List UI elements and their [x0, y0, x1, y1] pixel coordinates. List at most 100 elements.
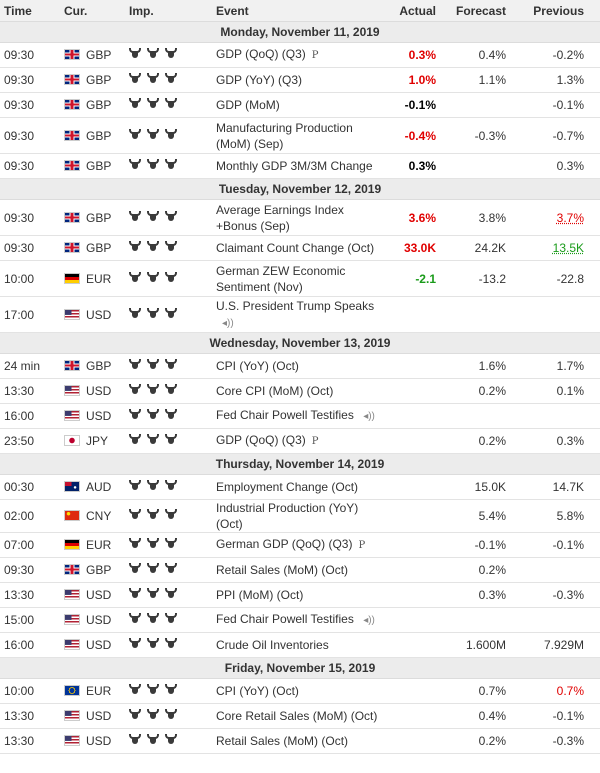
- day-label: Friday, November 15, 2019: [0, 657, 600, 679]
- event-name-cell[interactable]: PPI (MoM) (Oct): [212, 582, 390, 608]
- header-actual[interactable]: Actual: [390, 0, 452, 22]
- header-forecast[interactable]: Forecast: [452, 0, 522, 22]
- event-name[interactable]: CPI (YoY) (Oct): [216, 359, 299, 373]
- event-name[interactable]: GDP (QoQ) (Q3): [216, 433, 306, 447]
- event-row[interactable]: 09:30 GBP Average Earnings Index +Bonus (S…: [0, 199, 600, 236]
- event-row[interactable]: 10:00 EUR German ZEW Economic Sentiment (N…: [0, 260, 600, 297]
- event-name[interactable]: GDP (QoQ) (Q3): [216, 47, 306, 61]
- previous-value[interactable]: 13.5K: [552, 241, 584, 255]
- event-name[interactable]: CPI (YoY) (Oct): [216, 684, 299, 698]
- bull-icon: [165, 128, 177, 141]
- event-name[interactable]: Industrial Production (YoY) (Oct): [216, 501, 359, 531]
- event-name-cell[interactable]: GDP (YoY) (Q3): [212, 67, 390, 93]
- event-name-cell[interactable]: GDP (QoQ) (Q3) P: [212, 42, 390, 68]
- header-importance[interactable]: Imp.: [125, 0, 212, 22]
- event-name-cell[interactable]: Core CPI (MoM) (Oct): [212, 378, 390, 404]
- header-time[interactable]: Time: [0, 0, 60, 22]
- event-name-cell[interactable]: U.S. President Trump Speaks ◂)): [212, 296, 390, 333]
- event-row[interactable]: 09:30 GBP GDP (MoM) -0.1% -0.1%: [0, 92, 600, 118]
- event-name[interactable]: German ZEW Economic Sentiment (Nov): [216, 263, 346, 294]
- preliminary-icon[interactable]: P: [311, 50, 319, 61]
- event-name-cell[interactable]: German ZEW Economic Sentiment (Nov): [212, 260, 390, 297]
- event-row[interactable]: 13:30 USD PPI (MoM) (Oct) 0.3% -0.3%: [0, 582, 600, 608]
- event-name[interactable]: U.S. President Trump Speaks: [216, 298, 375, 313]
- event-name-cell[interactable]: Monthly GDP 3M/3M Change: [212, 153, 390, 179]
- previous-value[interactable]: 3.7%: [556, 210, 584, 225]
- event-name[interactable]: Manufacturing Production (MoM) (Sep): [216, 120, 353, 151]
- bull-icon: [129, 384, 141, 396]
- event-name-cell[interactable]: Manufacturing Production (MoM) (Sep): [212, 117, 390, 154]
- event-name-cell[interactable]: CPI (YoY) (Oct): [212, 678, 390, 704]
- event-name-cell[interactable]: German GDP (QoQ) (Q3) P: [212, 532, 390, 558]
- event-name-cell[interactable]: GDP (QoQ) (Q3) P: [212, 428, 390, 454]
- preliminary-icon[interactable]: P: [358, 540, 366, 551]
- event-name[interactable]: PPI (MoM) (Oct): [216, 588, 304, 602]
- event-name[interactable]: Claimant Count Change (Oct): [216, 241, 375, 255]
- event-row[interactable]: 07:00 EUR German GDP (QoQ) (Q3) P -0.1% -0.1%: [0, 532, 600, 558]
- event-name-cell[interactable]: GDP (MoM): [212, 92, 390, 118]
- currency-code: USD: [86, 588, 112, 602]
- header-currency[interactable]: Cur.: [60, 0, 125, 22]
- event-row[interactable]: 09:30 GBP Retail Sales (MoM) (Oct) 0.2%: [0, 557, 600, 583]
- bull-icon: [165, 709, 177, 721]
- event-name-cell[interactable]: Claimant Count Change (Oct): [212, 235, 390, 261]
- event-importance: [125, 703, 212, 729]
- event-name[interactable]: Retail Sales (MoM) (Oct): [216, 563, 349, 577]
- event-actual: [390, 532, 452, 558]
- event-row[interactable]: 09:30 GBP Manufacturing Production (MoM) (…: [0, 117, 600, 154]
- event-name-cell[interactable]: Core Retail Sales (MoM) (Oct): [212, 703, 390, 729]
- event-name-cell[interactable]: Retail Sales (MoM) (Oct): [212, 728, 390, 754]
- event-name-cell[interactable]: Average Earnings Index +Bonus (Sep): [212, 199, 390, 236]
- event-row[interactable]: 10:00 EUR CPI (YoY) (Oct) 0.7% 0.7%: [0, 678, 600, 704]
- event-row[interactable]: 09:30 GBP GDP (YoY) (Q3) 1.0% 1.1% 1.3%: [0, 67, 600, 93]
- event-row[interactable]: 23:50 JPY GDP (QoQ) (Q3) P 0.2% 0.3%: [0, 428, 600, 454]
- speech-icon[interactable]: ◂)): [363, 411, 375, 422]
- event-currency: GBP: [60, 557, 125, 583]
- event-row[interactable]: 24 min GBP CPI (YoY) (Oct) 1.6% 1.7%: [0, 353, 600, 379]
- event-row[interactable]: 13:30 USD Core Retail Sales (MoM) (Oct) 0.4…: [0, 703, 600, 729]
- event-name[interactable]: Core Retail Sales (MoM) (Oct): [216, 709, 378, 723]
- event-name[interactable]: Crude Oil Inventories: [216, 638, 329, 652]
- event-name-cell[interactable]: Retail Sales (MoM) (Oct): [212, 557, 390, 583]
- event-name-cell[interactable]: Fed Chair Powell Testifies ◂)): [212, 403, 390, 429]
- event-name[interactable]: Monthly GDP 3M/3M Change: [216, 159, 373, 173]
- event-name[interactable]: Fed Chair Powell Testifies: [216, 408, 354, 422]
- previous-value: -0.1%: [552, 98, 584, 112]
- event-name-cell[interactable]: Employment Change (Oct): [212, 474, 390, 500]
- event-name-cell[interactable]: Crude Oil Inventories: [212, 632, 390, 658]
- event-name[interactable]: GDP (MoM): [216, 98, 280, 112]
- speech-icon[interactable]: ◂)): [363, 615, 375, 626]
- event-time: 09:30: [0, 92, 60, 118]
- event-row[interactable]: 09:30 GBP Monthly GDP 3M/3M Change 0.3% 0.3%: [0, 153, 600, 179]
- event-name[interactable]: GDP (YoY) (Q3): [216, 73, 303, 87]
- event-name[interactable]: German GDP (QoQ) (Q3): [216, 537, 353, 551]
- event-row[interactable]: 13:30 USD Core CPI (MoM) (Oct) 0.2% 0.1%: [0, 378, 600, 404]
- bull-icon: [165, 409, 177, 421]
- event-row[interactable]: 16:00 USD Crude Oil Inventories 1.600M 7.929…: [0, 632, 600, 658]
- event-row[interactable]: 02:00 CNY Industrial Production (YoY) (Oct…: [0, 499, 600, 533]
- event-name[interactable]: Average Earnings Index +Bonus (Sep): [216, 202, 344, 233]
- event-name-cell[interactable]: Industrial Production (YoY) (Oct): [212, 499, 390, 533]
- event-name-cell[interactable]: CPI (YoY) (Oct): [212, 353, 390, 379]
- event-currency: USD: [60, 607, 125, 633]
- event-name[interactable]: Employment Change (Oct): [216, 480, 359, 494]
- bull-icon: [147, 709, 159, 721]
- event-row[interactable]: 09:30 GBP GDP (QoQ) (Q3) P 0.3% 0.4% -0.2%: [0, 42, 600, 68]
- event-name[interactable]: Retail Sales (MoM) (Oct): [216, 734, 349, 748]
- event-row[interactable]: 00:30 AUD Employment Change (Oct) 15.0K 14.7…: [0, 474, 600, 500]
- event-actual: [390, 353, 452, 379]
- speech-icon[interactable]: ◂)): [222, 317, 234, 329]
- event-row[interactable]: 13:30 USD Retail Sales (MoM) (Oct) 0.2% -0.3…: [0, 728, 600, 754]
- event-name[interactable]: Fed Chair Powell Testifies: [216, 612, 354, 626]
- event-row[interactable]: 16:00 USD Fed Chair Powell Testifies ◂)): [0, 403, 600, 429]
- event-actual: [390, 428, 452, 454]
- preliminary-icon[interactable]: P: [311, 436, 319, 447]
- bull-icon: [129, 434, 141, 446]
- header-previous[interactable]: Previous: [522, 0, 600, 22]
- event-row[interactable]: 15:00 USD Fed Chair Powell Testifies ◂)): [0, 607, 600, 633]
- header-event[interactable]: Event: [212, 0, 390, 22]
- event-row[interactable]: 17:00 USD U.S. President Trump Speaks ◂)): [0, 296, 600, 333]
- event-name-cell[interactable]: Fed Chair Powell Testifies ◂)): [212, 607, 390, 633]
- event-name[interactable]: Core CPI (MoM) (Oct): [216, 384, 334, 398]
- event-row[interactable]: 09:30 GBP Claimant Count Change (Oct) 33.0K…: [0, 235, 600, 261]
